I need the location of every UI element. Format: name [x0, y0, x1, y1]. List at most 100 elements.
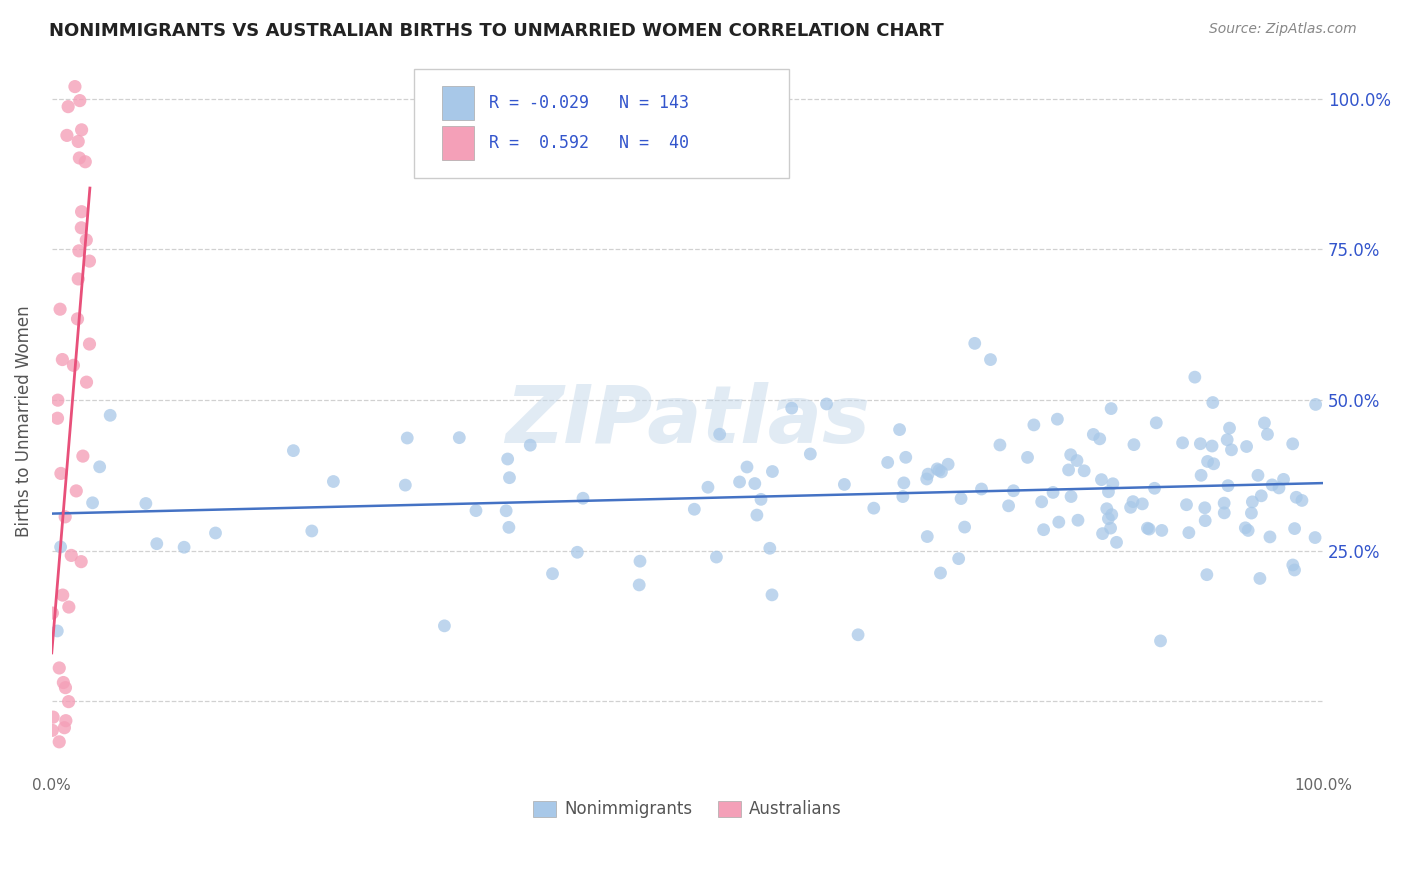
- Point: [60, 549, 83, 563]
- Point: [75, 154, 97, 169]
- Point: [1272, 472, 1295, 486]
- Point: [53, 721, 76, 735]
- Point: [628, 578, 651, 592]
- Point: [52, 675, 75, 690]
- Point: [683, 502, 706, 516]
- Point: [1105, 535, 1128, 549]
- Point: [53, 509, 76, 524]
- Point: [979, 352, 1001, 367]
- Point: [1031, 495, 1053, 509]
- Point: [1171, 435, 1194, 450]
- Point: [1281, 437, 1303, 451]
- Point: [75, 233, 97, 247]
- Point: [876, 455, 898, 469]
- Point: [41, 723, 63, 738]
- Point: [834, 477, 856, 491]
- Point: [396, 431, 419, 445]
- Point: [1002, 483, 1025, 498]
- Point: [70, 204, 93, 219]
- Point: [1213, 496, 1236, 510]
- Y-axis label: Births to Unmarried Women: Births to Unmarried Women: [15, 305, 32, 537]
- Point: [58, 695, 80, 709]
- Point: [1099, 401, 1122, 416]
- Point: [744, 476, 766, 491]
- Point: [948, 551, 970, 566]
- Point: [1097, 511, 1119, 525]
- Point: [709, 427, 731, 442]
- Point: [1237, 524, 1260, 538]
- Point: [48, 661, 70, 675]
- Point: [56, 128, 79, 143]
- Point: [1184, 370, 1206, 384]
- Point: [728, 475, 751, 489]
- Point: [1216, 433, 1239, 447]
- Point: [927, 462, 949, 476]
- Point: [1090, 473, 1112, 487]
- Point: [936, 457, 959, 471]
- Point: [735, 460, 758, 475]
- Point: [1216, 478, 1239, 492]
- Point: [572, 491, 595, 506]
- Point: [67, 135, 90, 149]
- Point: [1136, 521, 1159, 535]
- Point: [67, 151, 90, 165]
- Point: [1017, 450, 1039, 465]
- Point: [56, 100, 79, 114]
- Point: [498, 471, 520, 485]
- Point: [67, 244, 90, 258]
- Point: [58, 600, 80, 615]
- Point: [1303, 531, 1326, 545]
- Point: [135, 496, 157, 510]
- Point: [465, 503, 488, 517]
- Point: [1284, 563, 1306, 577]
- Point: [1250, 489, 1272, 503]
- Point: [1099, 521, 1122, 535]
- Point: [82, 496, 104, 510]
- Point: [1268, 481, 1291, 495]
- Point: [1032, 523, 1054, 537]
- Point: [1149, 633, 1171, 648]
- Point: [931, 465, 953, 479]
- Point: [1144, 416, 1167, 430]
- Point: [1249, 571, 1271, 585]
- Legend: Nonimmigrants, Australians: Nonimmigrants, Australians: [526, 794, 849, 825]
- Point: [1281, 558, 1303, 572]
- Point: [1122, 494, 1144, 508]
- Point: [66, 311, 89, 326]
- Point: [780, 401, 803, 416]
- Text: ZIPatlas: ZIPatlas: [505, 382, 870, 460]
- Point: [52, 588, 75, 602]
- Point: [72, 449, 94, 463]
- Point: [79, 337, 101, 351]
- Point: [70, 220, 93, 235]
- Point: [322, 475, 344, 489]
- Point: [1101, 508, 1123, 522]
- Point: [46, 411, 69, 425]
- Text: R = -0.029   N = 143: R = -0.029 N = 143: [489, 94, 689, 112]
- Point: [917, 467, 939, 482]
- Point: [98, 409, 121, 423]
- Point: [70, 555, 93, 569]
- Point: [1256, 427, 1278, 442]
- Point: [283, 443, 305, 458]
- Point: [846, 628, 869, 642]
- Point: [55, 714, 77, 728]
- Point: [997, 499, 1019, 513]
- Point: [1143, 481, 1166, 495]
- Point: [1189, 436, 1212, 450]
- Point: [394, 478, 416, 492]
- Point: [1150, 524, 1173, 538]
- Point: [1095, 501, 1118, 516]
- Point: [1194, 514, 1216, 528]
- Point: [1060, 448, 1083, 462]
- Point: [1022, 417, 1045, 432]
- Point: [1067, 513, 1090, 527]
- Point: [929, 566, 952, 580]
- Point: [628, 554, 651, 568]
- Point: [1057, 463, 1080, 477]
- Point: [1291, 493, 1313, 508]
- Point: [1213, 506, 1236, 520]
- Point: [799, 447, 821, 461]
- Point: [495, 504, 517, 518]
- Point: [433, 619, 456, 633]
